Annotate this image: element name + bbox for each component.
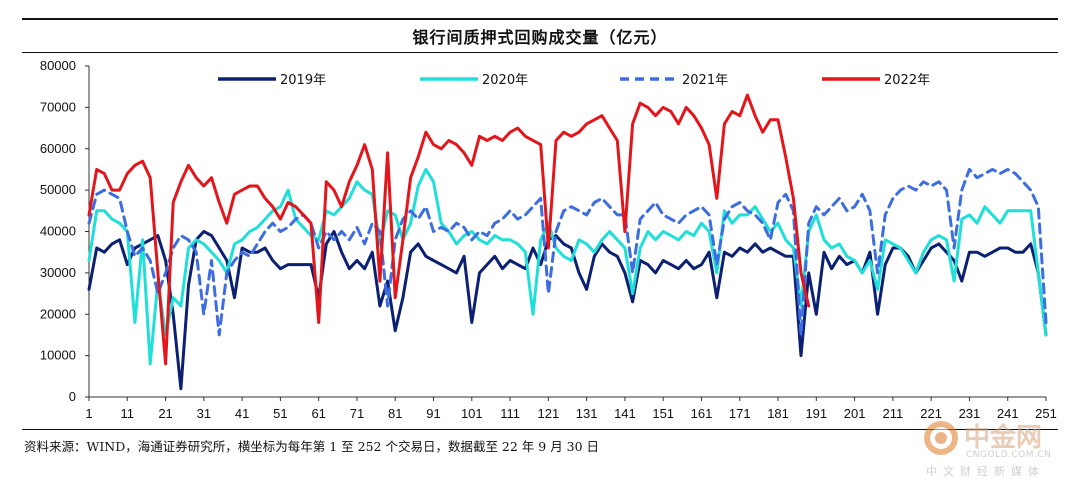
y-tick-label: 70000 <box>40 99 76 114</box>
legend-label-2021: 2021年 <box>682 73 728 88</box>
x-tick-label: 41 <box>235 406 249 421</box>
series-line-2021 <box>87 167 1048 337</box>
y-tick-label: 60000 <box>40 141 76 156</box>
y-tick-label: 80000 <box>40 58 76 73</box>
y-tick-label: 20000 <box>40 306 76 321</box>
y-tick-label: 50000 <box>40 182 76 197</box>
x-tick-label: 71 <box>350 406 364 421</box>
x-tick-label: 91 <box>426 406 440 421</box>
x-tick-label: 211 <box>883 406 904 421</box>
x-tick-label: 51 <box>273 406 287 421</box>
x-tick-label: 131 <box>576 406 598 421</box>
chart-svg: 0 10000 20000 30000 40000 50000 60000 70000 8000… <box>40 58 1057 421</box>
x-tick-label: 81 <box>388 406 402 421</box>
x-tick-label: 221 <box>920 406 942 421</box>
y-tick-label: 30000 <box>40 265 76 280</box>
x-tick-label: 101 <box>461 406 483 421</box>
x-tick-label: 171 <box>729 406 751 421</box>
x-tick-label: 11 <box>121 406 135 421</box>
x-tick-label: 241 <box>997 406 1019 421</box>
y-tick-label: 40000 <box>40 224 76 239</box>
x-tick-label: 191 <box>805 406 827 421</box>
x-tick-label: 111 <box>500 406 520 421</box>
watermark-site: CNGOLD.COM.CN <box>966 450 1052 460</box>
legend-label-2022: 2022年 <box>884 73 930 88</box>
y-tick-label: 10000 <box>40 348 76 363</box>
watermark: 中金网 CNGOLD.COM.CN 中文财经新媒体 <box>920 417 1070 481</box>
legend-label-2020: 2020年 <box>482 73 528 88</box>
x-tick-label: 31 <box>197 406 211 421</box>
x-tick-label: 251 <box>1035 406 1057 421</box>
x-tick-label: 201 <box>844 406 866 421</box>
series-line-2020 <box>87 167 1048 366</box>
x-tick-label: 181 <box>767 406 789 421</box>
x-tick-label: 161 <box>691 406 713 421</box>
x-tick-label: 61 <box>311 406 325 421</box>
watermark-logo-icon <box>924 421 958 455</box>
footer-divider <box>22 429 1058 430</box>
x-tick-label: 1 <box>85 406 92 421</box>
x-tick-label: 121 <box>538 406 560 421</box>
y-tick-label: 0 <box>69 389 76 404</box>
chart-title-bar: 银行间质押式回购成交量（亿元） <box>22 18 1058 53</box>
source-note: 资料来源：WIND，海通证券研究所，横坐标为每年第 1 至 252 个交易日，数… <box>24 439 600 454</box>
x-tick-label: 141 <box>614 406 636 421</box>
x-tick-label: 231 <box>959 406 981 421</box>
series-line-2019 <box>87 230 1048 391</box>
watermark-name: 中金网 <box>964 423 1043 453</box>
chart-title: 银行间质押式回购成交量（亿元） <box>412 28 668 47</box>
x-tick-label: 21 <box>158 406 172 421</box>
x-tick-label: 151 <box>652 406 674 421</box>
legend-label-2019: 2019年 <box>280 73 326 88</box>
series-line-2022 <box>87 93 811 366</box>
watermark-tagline: 中文财经新媒体 <box>926 465 1045 478</box>
